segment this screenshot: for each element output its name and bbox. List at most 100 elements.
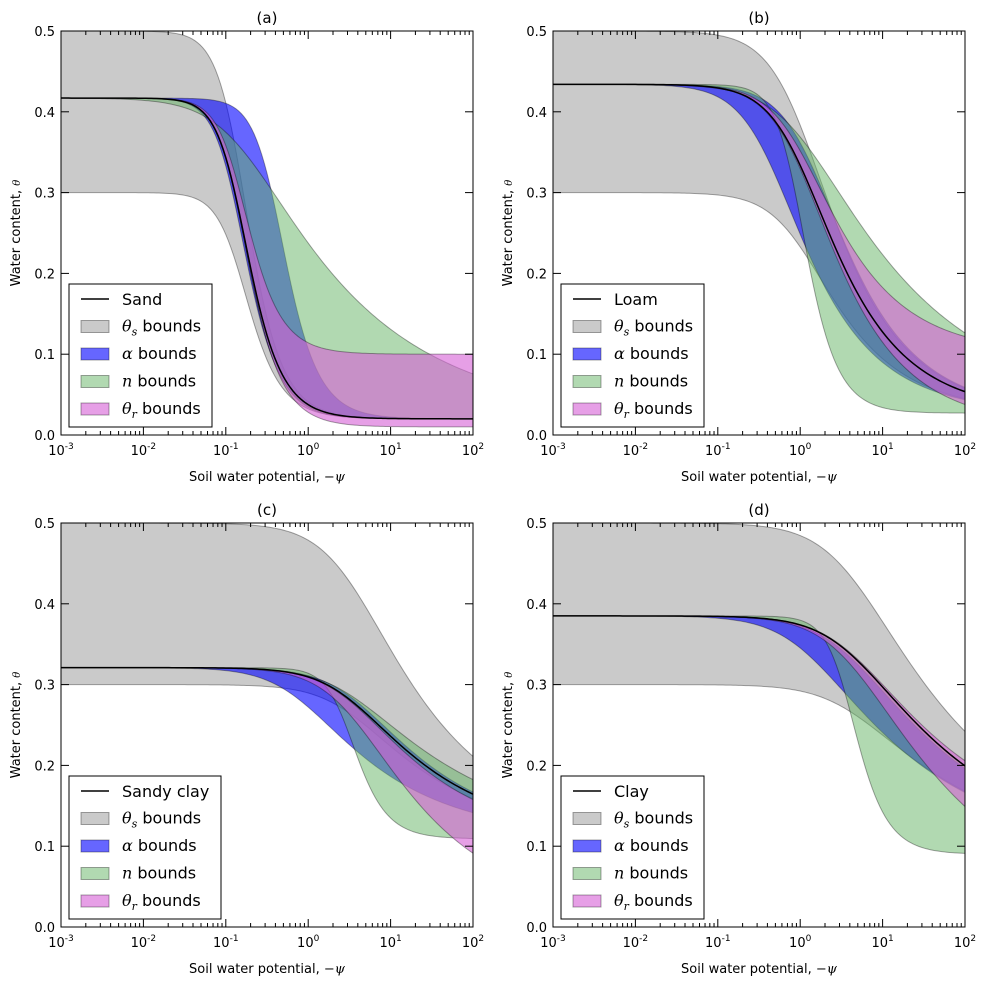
legend-swatch-thetar bbox=[80, 402, 110, 416]
y-tick-label: 0.4 bbox=[34, 106, 55, 121]
legend-label-alpha: α bounds bbox=[614, 836, 689, 855]
x-axis-label: Soil water potential, −ψ bbox=[189, 962, 346, 977]
legend-label-soil: Clay bbox=[614, 782, 649, 801]
legend-swatch-thetas bbox=[572, 320, 602, 333]
panel-title: (a) bbox=[257, 9, 278, 27]
line-clay bbox=[553, 615, 965, 767]
x-tick-label: 101 bbox=[379, 934, 401, 951]
panel-1: 10-3 10-2 10-1 100 101 102 0.0 0.1 0.2 0.3 0.4 0.5 (… bbox=[501, 9, 976, 485]
y-tick-label: 0.3 bbox=[526, 679, 547, 694]
legend-swatch-n bbox=[572, 867, 602, 880]
x-tick-label: 10-3 bbox=[540, 442, 566, 459]
axes-frame bbox=[552, 30, 966, 436]
panel-2: 10-3 10-2 10-1 100 101 102 0.0 0.1 0.2 0.3 0.4 0.5 (… bbox=[9, 501, 484, 977]
x-tick-label: 10-1 bbox=[213, 934, 239, 951]
plot-area bbox=[553, 31, 965, 414]
legend-swatch-thetas bbox=[80, 320, 110, 333]
x-tick-label: 100 bbox=[297, 442, 320, 459]
panel-0: 10-3 10-2 10-1 100 101 102 0.0 0.1 0.2 0.3 0.4 0.5 (… bbox=[9, 9, 484, 485]
legend-label-alpha: α bounds bbox=[614, 344, 689, 363]
legend: Clay θs bounds α bounds n bounds θr bounds bbox=[560, 775, 705, 920]
x-axis-label: Soil water potential, −ψ bbox=[681, 962, 838, 977]
x-tick-label: 102 bbox=[954, 934, 976, 951]
legend-swatch-alpha bbox=[80, 347, 110, 361]
legend-swatch-thetar bbox=[572, 402, 602, 416]
x-tick-label: 101 bbox=[871, 442, 893, 459]
legend-label-n: n bounds bbox=[122, 864, 196, 883]
y-axis-label: Water content, θ bbox=[501, 180, 516, 287]
panel-title: (d) bbox=[748, 501, 769, 519]
legend-label-soil: Sandy clay bbox=[122, 782, 209, 801]
y-tick-label: 0.2 bbox=[34, 267, 55, 282]
legend-label-thetar: θr bounds bbox=[614, 399, 693, 421]
legend: Sandy clay θs bounds α bounds n bounds θr bo… bbox=[68, 775, 222, 920]
x-tick-label: 102 bbox=[462, 934, 484, 951]
line-sandy-clay bbox=[61, 666, 473, 795]
x-tick-label: 100 bbox=[297, 934, 320, 951]
legend-swatch-thetas bbox=[80, 812, 110, 825]
legend-swatch-n bbox=[80, 375, 110, 388]
legend-label-thetar: θr bounds bbox=[122, 399, 201, 421]
legend-swatch-thetar bbox=[80, 894, 110, 908]
legend-label-thetas: θs bounds bbox=[614, 317, 693, 339]
x-tick-label: 100 bbox=[789, 934, 812, 951]
y-tick-label: 0.2 bbox=[526, 759, 547, 774]
axes-frame bbox=[552, 522, 966, 928]
y-tick-label: 0.0 bbox=[34, 921, 55, 936]
legend-label-n: n bounds bbox=[122, 372, 196, 391]
legend-swatch-n bbox=[80, 867, 110, 880]
x-tick-label: 10-2 bbox=[131, 442, 157, 459]
x-axis-label: Soil water potential, −ψ bbox=[681, 470, 838, 485]
plot-area bbox=[61, 31, 473, 428]
y-axis-label: Water content, θ bbox=[9, 180, 24, 287]
legend-label-alpha: α bounds bbox=[122, 344, 197, 363]
plot-area bbox=[553, 523, 965, 854]
y-tick-label: 0.0 bbox=[526, 921, 547, 936]
x-tick-label: 10-3 bbox=[540, 934, 566, 951]
axes-frame bbox=[60, 522, 474, 928]
plot-area bbox=[61, 523, 473, 854]
y-tick-label: 0.5 bbox=[526, 517, 547, 532]
axes-frame bbox=[60, 30, 474, 436]
legend: Loam θs bounds α bounds n bounds θr bounds bbox=[560, 283, 705, 428]
y-tick-label: 0.5 bbox=[526, 25, 547, 40]
legend-swatch-alpha bbox=[80, 839, 110, 853]
x-tick-label: 10-2 bbox=[623, 442, 649, 459]
x-tick-label: 10-3 bbox=[48, 934, 74, 951]
panel-3: 10-3 10-2 10-1 100 101 102 0.0 0.1 0.2 0.3 0.4 0.5 (… bbox=[501, 501, 976, 977]
y-tick-label: 0.4 bbox=[34, 598, 55, 613]
y-axis-label: Water content, θ bbox=[501, 672, 516, 779]
x-tick-label: 101 bbox=[871, 934, 893, 951]
y-tick-label: 0.1 bbox=[34, 840, 55, 855]
panel-title: (c) bbox=[257, 501, 277, 519]
panel-title: (b) bbox=[748, 9, 769, 27]
y-tick-label: 0.5 bbox=[34, 25, 55, 40]
y-tick-label: 0.0 bbox=[34, 429, 55, 444]
legend: Sand θs bounds α bounds n bounds θr bounds bbox=[68, 283, 213, 428]
x-tick-label: 10-2 bbox=[131, 934, 157, 951]
x-tick-label: 101 bbox=[379, 442, 401, 459]
y-tick-label: 0.1 bbox=[526, 348, 547, 363]
y-tick-label: 0.2 bbox=[526, 267, 547, 282]
legend-label-soil: Sand bbox=[122, 290, 162, 309]
legend-label-n: n bounds bbox=[614, 372, 688, 391]
line-loam bbox=[553, 83, 965, 393]
legend-label-thetar: θr bounds bbox=[122, 891, 201, 913]
legend-swatch-thetas bbox=[572, 812, 602, 825]
y-tick-label: 0.3 bbox=[526, 187, 547, 202]
y-tick-label: 0.1 bbox=[526, 840, 547, 855]
line-sand bbox=[61, 97, 473, 420]
legend-swatch-thetar bbox=[572, 894, 602, 908]
legend-label-n: n bounds bbox=[614, 864, 688, 883]
legend-label-alpha: α bounds bbox=[122, 836, 197, 855]
y-tick-label: 0.4 bbox=[526, 106, 547, 121]
legend-label-thetas: θs bounds bbox=[122, 317, 201, 339]
x-axis-label: Soil water potential, −ψ bbox=[189, 470, 346, 485]
legend-label-thetas: θs bounds bbox=[614, 809, 693, 831]
x-tick-label: 10-1 bbox=[705, 442, 731, 459]
legend-label-thetar: θr bounds bbox=[614, 891, 693, 913]
legend-swatch-alpha bbox=[572, 839, 602, 853]
y-tick-label: 0.4 bbox=[526, 598, 547, 613]
x-tick-label: 102 bbox=[954, 442, 976, 459]
